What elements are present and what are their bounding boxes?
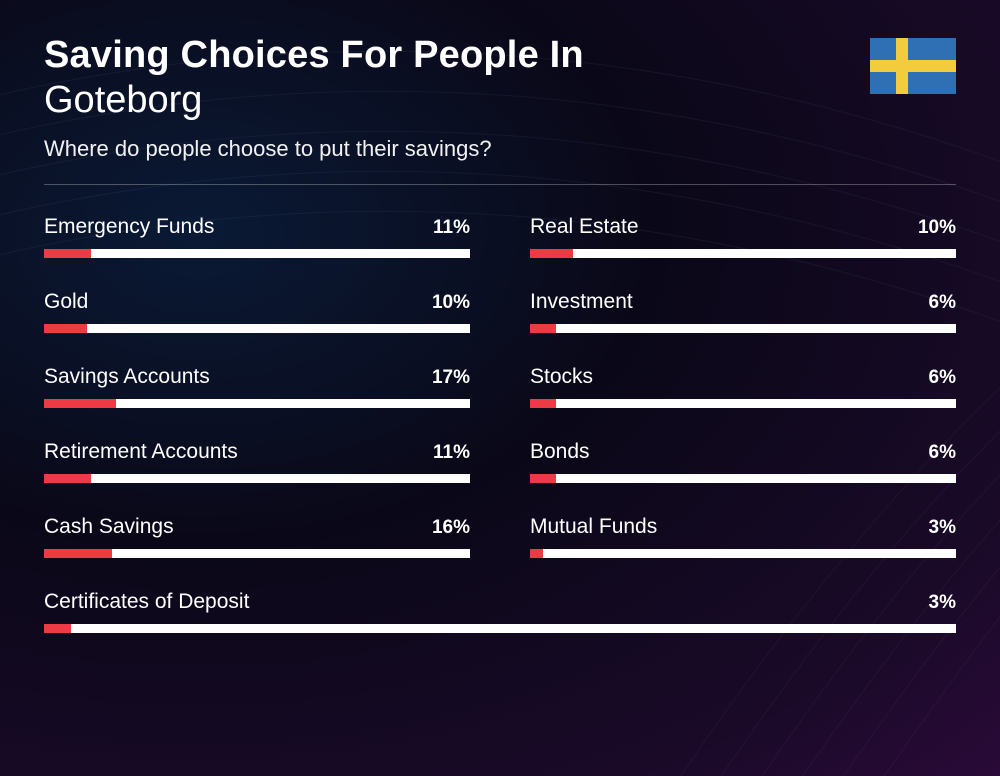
bar-fill [530,324,556,333]
bar-item: Stocks 6% [530,365,956,408]
bar-track [44,249,470,258]
bar-track [44,474,470,483]
bar-label: Investment [530,290,633,314]
divider [44,184,956,185]
bar-value: 6% [929,292,956,314]
bar-fill [44,624,71,633]
bar-fill [44,399,116,408]
page-title-top: Saving Choices For People In [44,34,956,77]
bar-fill [530,474,556,483]
bar-label: Certificates of Deposit [44,590,249,614]
bar-value: 6% [929,367,956,389]
bar-item: Emergency Funds 11% [44,215,470,258]
bar-value: 3% [929,592,956,614]
page-title-city: Goteborg [44,79,956,122]
bar-value: 17% [432,367,470,389]
bar-item: Bonds 6% [530,440,956,483]
bar-label: Retirement Accounts [44,440,238,464]
bar-value: 10% [432,292,470,314]
bar-track [44,624,956,633]
bar-item: Gold 10% [44,290,470,333]
bar-track [44,399,470,408]
bar-track [530,474,956,483]
bar-item: Certificates of Deposit 3% [44,590,956,633]
bar-track [44,549,470,558]
bar-track [530,399,956,408]
sweden-flag-icon [870,38,956,94]
bar-value: 10% [918,217,956,239]
bar-fill [530,249,573,258]
bar-value: 6% [929,442,956,464]
bar-track [530,324,956,333]
bar-track [530,549,956,558]
bar-label: Cash Savings [44,515,174,539]
bar-label: Mutual Funds [530,515,657,539]
bar-value: 11% [433,442,470,464]
bar-label: Bonds [530,440,590,464]
header: Saving Choices For People In Goteborg Wh… [44,34,956,162]
bar-item: Savings Accounts 17% [44,365,470,408]
bar-track [530,249,956,258]
bar-label: Real Estate [530,215,639,239]
page-subtitle: Where do people choose to put their savi… [44,136,956,162]
bar-value: 3% [929,517,956,539]
bar-label: Gold [44,290,88,314]
bar-label: Emergency Funds [44,215,214,239]
bar-label: Savings Accounts [44,365,210,389]
bar-value: 11% [433,217,470,239]
bar-item: Cash Savings 16% [44,515,470,558]
bar-fill [44,324,87,333]
bar-fill [44,549,112,558]
bar-track [44,324,470,333]
bar-item: Investment 6% [530,290,956,333]
bar-label: Stocks [530,365,593,389]
bar-fill [44,249,91,258]
bar-value: 16% [432,517,470,539]
bar-item: Mutual Funds 3% [530,515,956,558]
bar-fill [44,474,91,483]
bar-item: Real Estate 10% [530,215,956,258]
bar-item: Retirement Accounts 11% [44,440,470,483]
bar-fill [530,399,556,408]
bar-fill [530,549,543,558]
bars-grid: Emergency Funds 11% Real Estate 10% Gold 10% I… [44,215,956,633]
